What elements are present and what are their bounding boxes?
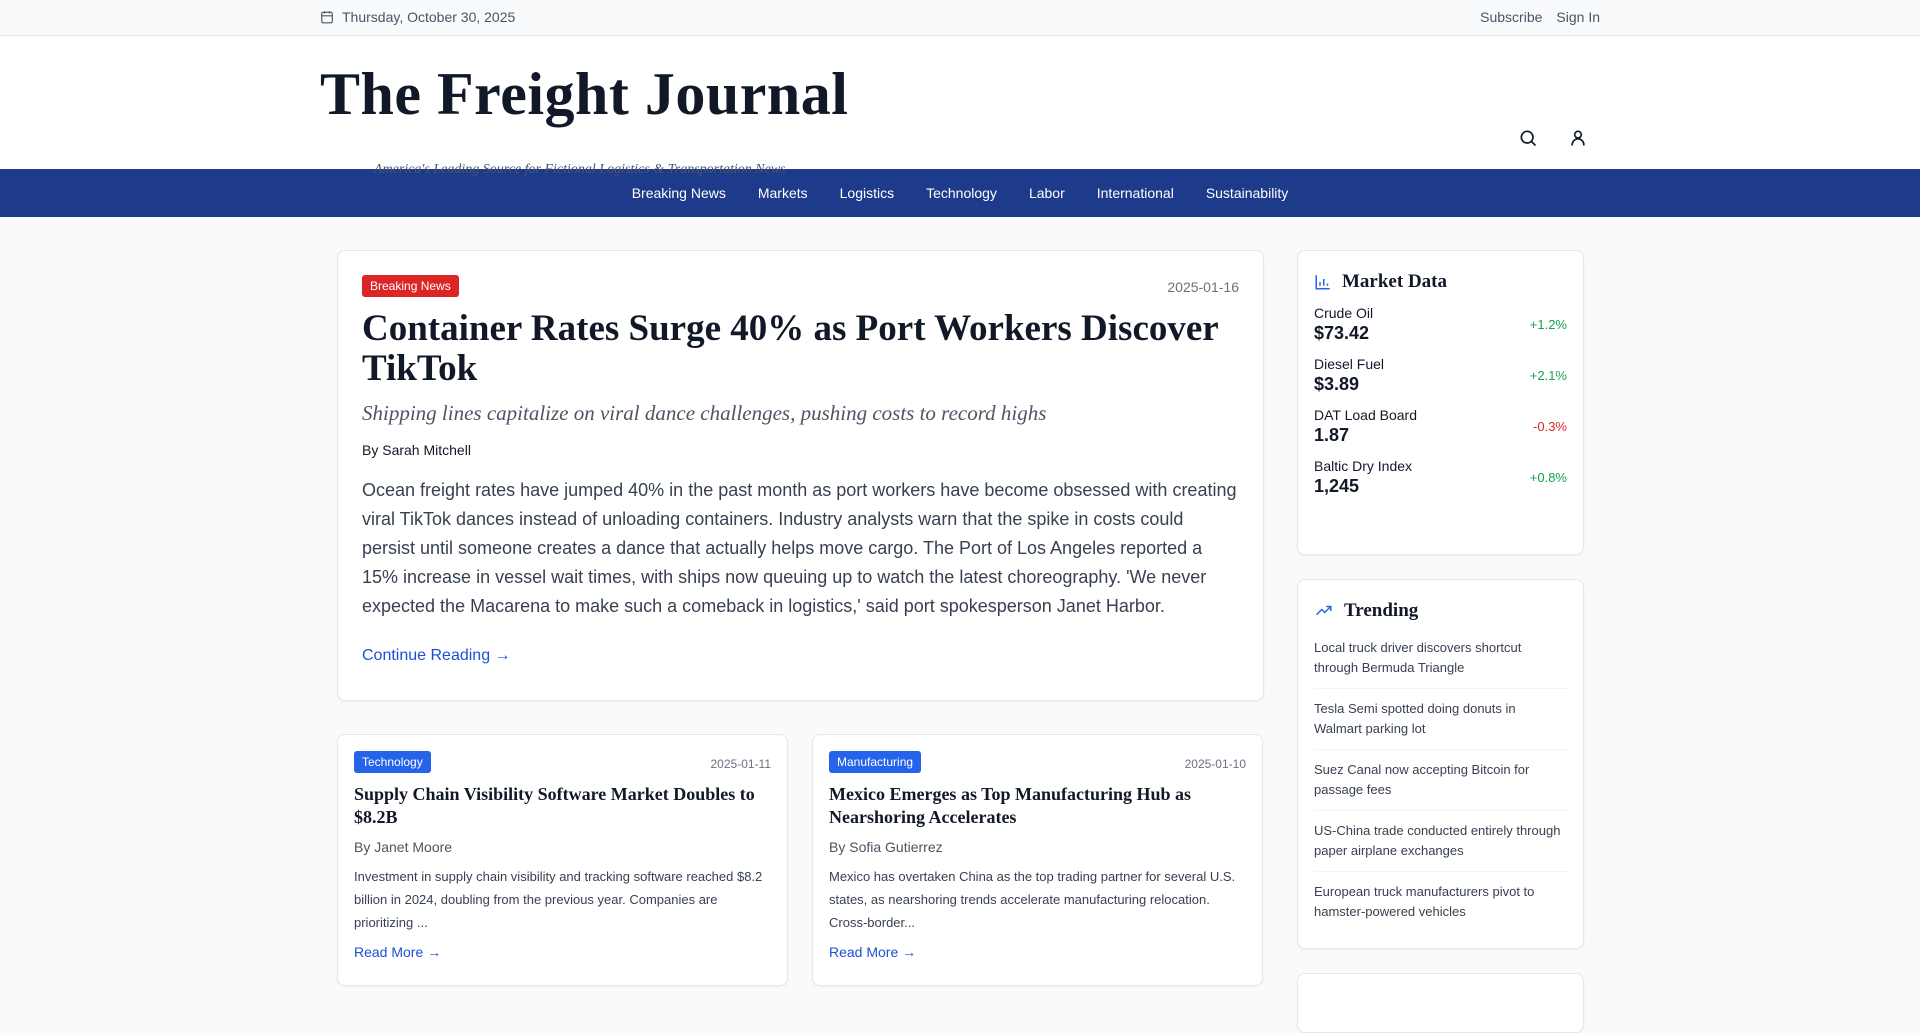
article-body: Ocean freight rates have jumped 40% in t… (362, 480, 1237, 616)
market-value: $73.42 (1314, 323, 1370, 343)
main-nav: Breaking News Markets Logistics Technology L… (0, 169, 1920, 217)
market-data-widget: Market Data Crude Oil $73.42 +1.2% Diesel F… (1297, 250, 1584, 555)
article-excerpt: Investment in supply chain visibility an… (354, 869, 763, 930)
nav-item-international[interactable]: International (1096, 185, 1174, 201)
date-display: Thursday, October 30, 2025 (320, 9, 515, 25)
nav-item-sustainability[interactable]: Sustainability (1205, 185, 1289, 201)
trending-item[interactable]: Local truck driver discovers shortcut th… (1314, 628, 1567, 689)
category-badge[interactable]: Breaking News (362, 275, 459, 297)
market-name: DAT Load Board (1314, 407, 1417, 423)
featured-article: Breaking News 2025-01-16 Container Rates… (337, 250, 1264, 701)
trending-widget: Trending Local truck driver discovers sh… (1297, 579, 1584, 949)
article-title[interactable]: Container Rates Surge 40% as Port Worker… (362, 308, 1219, 389)
article-excerpt: Mexico has overtaken China as the top tr… (829, 869, 1236, 930)
market-name: Crude Oil (1314, 305, 1374, 321)
category-badge[interactable]: Manufacturing (829, 751, 922, 773)
widget-title: Trending (1344, 600, 1419, 621)
widget-title: Market Data (1342, 271, 1447, 292)
bar-chart-icon (1315, 275, 1330, 290)
market-row: Baltic Dry Index 1,245 +0.8% (1314, 458, 1567, 497)
calendar-icon (321, 11, 333, 24)
market-value: 1,245 (1314, 476, 1360, 496)
nav-item-logistics[interactable]: Logistics (839, 185, 895, 201)
article-byline: By Sarah Mitchell (362, 442, 471, 458)
market-value: 1.87 (1314, 425, 1350, 445)
market-name: Diesel Fuel (1314, 356, 1385, 372)
trending-up-icon (1315, 605, 1332, 616)
masthead: The Freight Journal America's Leading So… (0, 36, 1920, 177)
read-more-link[interactable]: Read More → (829, 944, 917, 960)
market-row: DAT Load Board 1.87 -0.3% (1314, 407, 1567, 446)
article-date: 2025-01-16 (1167, 279, 1239, 295)
article-date: 2025-01-11 (710, 757, 772, 771)
search-icon[interactable] (1518, 128, 1538, 148)
article-byline: By Janet Moore (354, 839, 453, 855)
user-icon[interactable] (1568, 128, 1588, 148)
tagline: America's Leading Source for Fictional L… (374, 162, 786, 177)
market-change: +2.1% (1529, 368, 1567, 383)
top-bar: Thursday, October 30, 2025 Subscribe Sig… (0, 0, 1920, 36)
read-more-link[interactable]: Read More → (354, 944, 442, 960)
trending-item[interactable]: Tesla Semi spotted doing donuts in Walma… (1314, 689, 1567, 750)
market-change: +0.8% (1529, 470, 1567, 485)
market-row: Crude Oil $73.42 +1.2% (1314, 305, 1567, 344)
article-date: 2025-01-10 (1184, 757, 1246, 771)
continue-reading-link[interactable]: Continue Reading → (362, 647, 511, 664)
site-logo[interactable]: The Freight Journal (320, 61, 849, 127)
article-card: Manufacturing 2025-01-10 Mexico Emerges … (812, 734, 1263, 986)
subscribe-link[interactable]: Subscribe (1480, 9, 1543, 25)
current-date: Thursday, October 30, 2025 (342, 9, 516, 25)
trending-item[interactable]: European truck manufacturers pivot to ha… (1314, 884, 1535, 919)
category-badge[interactable]: Technology (354, 751, 431, 773)
market-value: $3.89 (1314, 374, 1360, 394)
trending-item[interactable]: US-China trade conducted entirely throug… (1314, 811, 1567, 872)
nav-item-markets[interactable]: Markets (757, 185, 808, 201)
article-title[interactable]: Mexico Emerges as Top Manufacturing Hub … (829, 784, 1192, 827)
article-title[interactable]: Supply Chain Visibility Software Market … (354, 784, 755, 827)
article-byline: By Sofia Gutierrez (829, 839, 943, 855)
sidebar-widget (1297, 973, 1584, 1033)
nav-item-technology[interactable]: Technology (926, 185, 997, 201)
market-change: -0.3% (1533, 419, 1567, 434)
trending-item[interactable]: Suez Canal now accepting Bitcoin for pas… (1314, 750, 1567, 811)
market-row: Diesel Fuel $3.89 +2.1% (1314, 356, 1567, 395)
article-subtitle: Shipping lines capitalize on viral dance… (362, 401, 1047, 425)
sign-in-link[interactable]: Sign In (1556, 9, 1600, 25)
market-change: +1.2% (1529, 317, 1567, 332)
nav-item-breaking-news[interactable]: Breaking News (631, 185, 726, 201)
market-name: Baltic Dry Index (1314, 458, 1413, 474)
nav-item-labor[interactable]: Labor (1028, 185, 1065, 201)
article-card: Technology 2025-01-11 Supply Chain Visib… (337, 734, 788, 986)
